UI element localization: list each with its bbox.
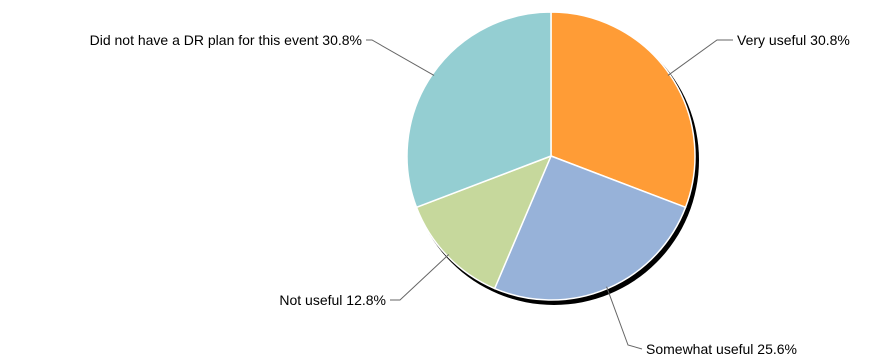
leader-line-not-useful: [390, 254, 450, 301]
leader-line-did-not-have-a-dr-plan-for-this-event: [366, 39, 435, 76]
pie-slices: [406, 11, 696, 301]
slice-label-did-not-have-a-dr-plan-for-this-event: Did not have a DR plan for this event 30…: [90, 32, 362, 48]
leader-line-somewhat-useful: [606, 286, 643, 350]
slice-label-not-useful: Not useful 12.8%: [279, 292, 386, 308]
leader-line-very-useful: [667, 39, 733, 76]
slice-label-somewhat-useful: Somewhat useful 25.6%: [646, 341, 797, 357]
pie-labels: Very useful 30.8% Somewhat useful 25.6% No…: [90, 32, 850, 357]
slice-label-very-useful: Very useful 30.8%: [737, 32, 850, 48]
